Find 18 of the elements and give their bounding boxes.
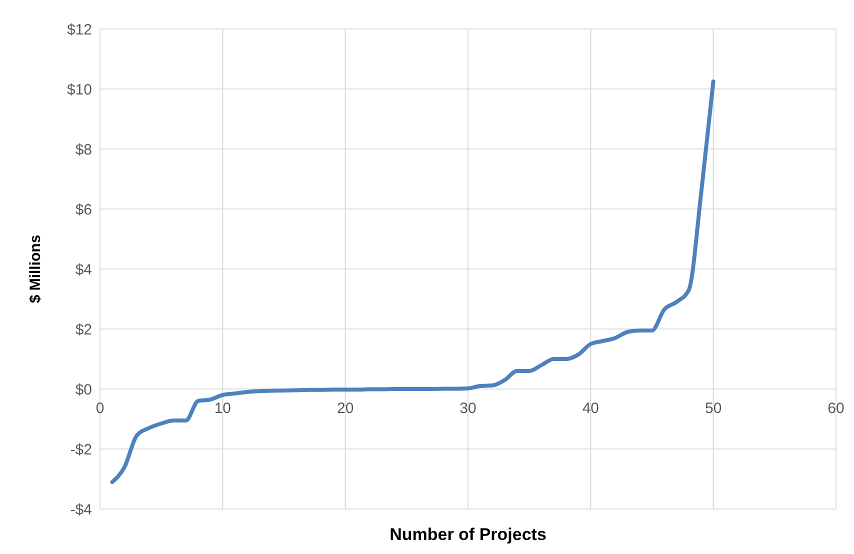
x-tick-label: 40 xyxy=(582,400,600,417)
x-tick-label: 20 xyxy=(336,400,354,417)
x-tick-label: 0 xyxy=(96,400,104,417)
y-tick-label: $0 xyxy=(75,381,92,398)
y-tick-label: $12 xyxy=(66,21,92,38)
x-tick-label: 10 xyxy=(214,400,232,417)
y-tick-label: $10 xyxy=(66,81,92,98)
y-tick-label: -$2 xyxy=(70,441,92,458)
y-tick-label: $4 xyxy=(75,261,92,278)
x-tick-label: 30 xyxy=(460,400,476,417)
y-tick-label: -$4 xyxy=(70,501,92,518)
y-tick-label: $2 xyxy=(75,321,92,338)
x-tick-label: 60 xyxy=(828,400,844,417)
x-axis-title: Number of Projects xyxy=(390,525,546,544)
y-tick-label: $6 xyxy=(75,201,92,218)
x-tick-label: 50 xyxy=(704,400,722,417)
y-tick-label: $8 xyxy=(75,141,92,158)
y-axis-title: $ Millions xyxy=(27,234,44,304)
